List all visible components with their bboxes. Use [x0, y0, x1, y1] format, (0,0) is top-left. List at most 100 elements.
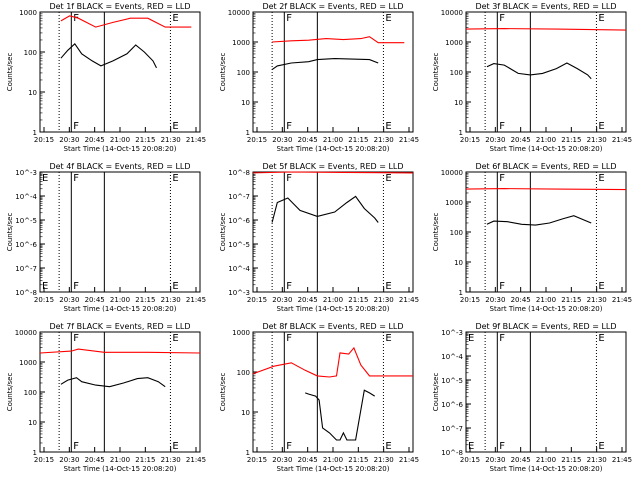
y-tick-label: 100 [450, 229, 463, 237]
panel-4: Det 4f BLACK = Events, RED = LLD 10^-8 10^… [6, 162, 206, 313]
y-tick-label: 10^-4 [441, 353, 463, 361]
x-tick-label: 20:15 [247, 456, 267, 464]
x-tick-label: 21:15 [348, 136, 368, 144]
x-tick-label: 20:30 [59, 296, 79, 304]
marker-letter-bottom: F [73, 441, 79, 452]
marker-letter-bottom: E [172, 441, 178, 452]
x-tick-label: 20:30 [59, 456, 79, 464]
x-tick-label: 21:45 [399, 456, 419, 464]
y-tick-label: 10 [28, 89, 37, 97]
x-tick-label: 21:00 [536, 296, 556, 304]
x-tick-label: 21:15 [561, 136, 581, 144]
panel-1: Det 1f BLACK = Events, RED = LLD 1 10 100 10… [6, 2, 206, 153]
y-tick-label: 1000 [19, 359, 37, 367]
x-tick-label: 21:00 [536, 136, 556, 144]
x-tick-label: 20:15 [34, 456, 54, 464]
y-axis-label: Counts/sec [6, 53, 14, 92]
plot-frame [465, 171, 627, 293]
x-tick-label: 20:45 [298, 296, 318, 304]
marker-letter-bottom: F [286, 121, 292, 132]
x-tick-label: 21:15 [561, 456, 581, 464]
y-axis-label: Counts/sec [432, 53, 440, 92]
panel-2: Det 2f BLACK = Events, RED = LLD 1 10 100 10… [219, 2, 419, 153]
marker-letter-top: E [172, 333, 178, 344]
panel-title: Det 5f BLACK = Events, RED = LLD [262, 162, 403, 171]
y-tick-label: 100 [237, 369, 250, 377]
x-tick-label: 20:45 [85, 136, 105, 144]
marker-letter-top: F [499, 173, 505, 184]
y-tick-label: 1000 [232, 329, 250, 337]
x-tick-label: 21:30 [374, 136, 394, 144]
x-tick-label: 21:45 [186, 456, 206, 464]
marker-letter-bottom: F [286, 281, 292, 292]
x-tick-label: 21:45 [399, 136, 419, 144]
marker-letter-bottom: F [73, 121, 79, 132]
x-tick-label: 20:30 [485, 456, 505, 464]
y-tick-label: 100 [450, 69, 463, 77]
x-tick-label: 21:30 [374, 456, 394, 464]
marker-letter-top: E [385, 173, 391, 184]
x-tick-label: 20:30 [272, 456, 292, 464]
marker-letter-top: F [499, 333, 505, 344]
x-tick-label: 21:30 [587, 296, 607, 304]
x-axis-label: Start Time (14-Oct-15 20:08:20) [64, 145, 177, 153]
marker-letter-top: E [598, 173, 604, 184]
y-axis-label: Counts/sec [219, 53, 227, 92]
x-axis-label: Start Time (14-Oct-15 20:08:20) [490, 305, 603, 313]
marker-letter-bottom: E [42, 281, 48, 292]
y-tick-label: 10^-4 [228, 265, 250, 273]
y-tick-label: 10^-4 [15, 193, 37, 201]
events-series-line [60, 42, 157, 69]
y-tick-label: 10^-5 [441, 377, 463, 385]
y-tick-label: 10 [454, 259, 463, 267]
marker-letter-bottom: F [73, 281, 79, 292]
x-tick-label: 21:15 [348, 296, 368, 304]
marker-letter-bottom: E [598, 121, 604, 132]
x-tick-label: 21:00 [323, 296, 343, 304]
x-tick-label: 20:45 [511, 296, 531, 304]
marker-letter-bottom: E [385, 121, 391, 132]
x-tick-label: 21:45 [612, 456, 632, 464]
y-tick-label: 10 [454, 99, 463, 107]
y-tick-label: 10 [28, 419, 37, 427]
y-tick-label: 10^-6 [228, 217, 250, 225]
plot-frame [252, 171, 414, 293]
y-tick-label: 1000 [19, 9, 37, 17]
marker-letter-top: F [286, 173, 292, 184]
y-tick-label: 1000 [232, 39, 250, 47]
y-tick-label: 10^-7 [15, 265, 37, 273]
plot-frame [39, 171, 201, 293]
y-tick-label: 1 [246, 449, 250, 457]
panel-title: Det 3f BLACK = Events, RED = LLD [475, 2, 616, 11]
plot-frame [39, 331, 201, 453]
y-tick-label: 1 [33, 449, 37, 457]
panel-title: Det 1f BLACK = Events, RED = LLD [49, 2, 190, 11]
x-tick-label: 21:00 [110, 296, 130, 304]
events-series-line [271, 58, 379, 71]
events-series-line [486, 62, 592, 80]
x-tick-label: 21:30 [587, 456, 607, 464]
x-tick-label: 21:15 [348, 456, 368, 464]
lld-series-line [252, 171, 414, 174]
plot-frame [465, 331, 627, 453]
y-tick-label: 1 [246, 129, 250, 137]
x-tick-label: 20:45 [298, 456, 318, 464]
y-tick-label: 10^-3 [15, 169, 37, 177]
plot-frame [252, 11, 414, 133]
x-tick-label: 20:30 [59, 136, 79, 144]
marker-letter-bottom: E [385, 441, 391, 452]
y-tick-label: 10^-6 [15, 241, 37, 249]
x-axis-label: Start Time (14-Oct-15 20:08:20) [490, 465, 603, 473]
x-tick-label: 21:30 [161, 296, 181, 304]
lld-series-line [60, 15, 192, 28]
x-tick-label: 21:45 [399, 296, 419, 304]
marker-letter-top: E [42, 173, 48, 184]
lld-series-line [252, 346, 413, 378]
marker-letter-bottom: F [499, 281, 505, 292]
x-tick-label: 21:00 [536, 456, 556, 464]
marker-letter-top: E [172, 13, 178, 24]
y-axis-label: Counts/sec [6, 373, 14, 412]
x-tick-label: 21:45 [612, 296, 632, 304]
x-tick-label: 20:15 [247, 136, 267, 144]
y-tick-label: 1 [33, 129, 37, 137]
